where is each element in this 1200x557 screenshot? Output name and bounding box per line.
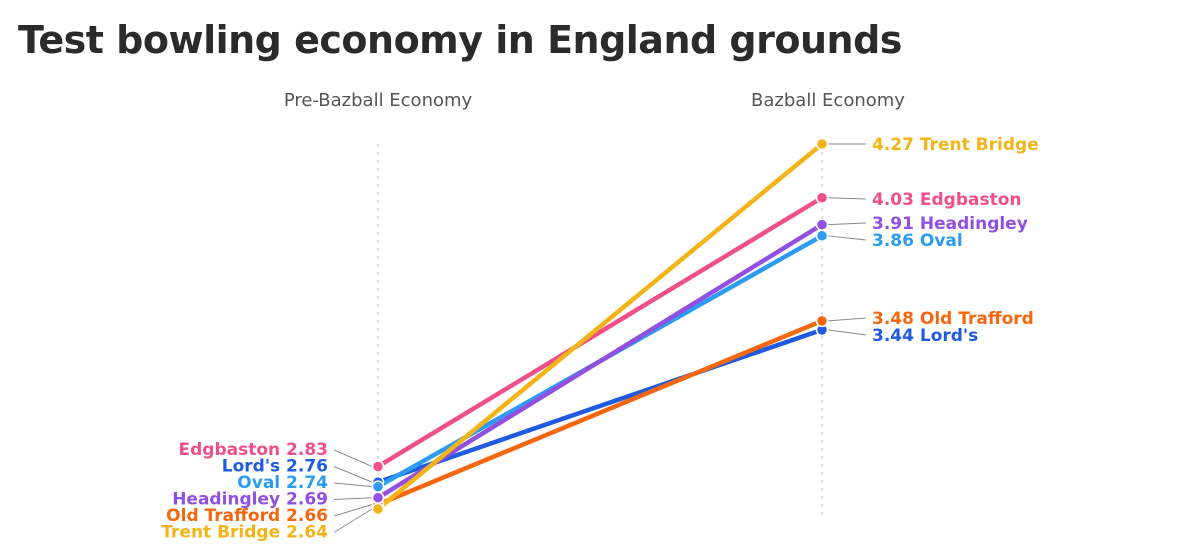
leader-line-right-edgbaston	[827, 197, 867, 200]
point-pre-edgbaston	[371, 460, 385, 473]
leader-line-right-old-trafford	[827, 317, 867, 322]
leader-line-right-lord-s	[827, 329, 867, 336]
label-left-old-trafford: Old Trafford 2.66	[166, 506, 328, 526]
series-line-headingley	[375, 222, 825, 501]
column-label-pre-bazball: Pre-Bazball Economy	[284, 90, 473, 111]
chart-title: Test bowling economy in England grounds	[18, 18, 902, 62]
label-left-headingley: Headingley 2.69	[172, 490, 328, 510]
point-bazball-oval	[815, 229, 829, 243]
leader-line-left-headingley	[333, 497, 373, 500]
label-left-edgbaston: Edgbaston 2.83	[179, 440, 328, 460]
label-right-lord-s: 3.44 Lord's	[872, 326, 978, 346]
series-line-trent-bridge	[375, 141, 825, 512]
point-pre-headingley	[371, 491, 385, 505]
series-line-old-trafford	[375, 318, 825, 507]
point-pre-oval	[371, 480, 385, 493]
label-right-oval: 3.86 Oval	[872, 231, 963, 251]
series-line-lord-s	[375, 327, 825, 485]
leader-line-left-old-trafford	[333, 504, 373, 517]
label-left-lord-s: Lord's 2.76	[222, 457, 328, 477]
series-line-edgbaston	[375, 195, 825, 469]
label-right-edgbaston: 4.03 Edgbaston	[872, 190, 1021, 210]
leader-line-left-lord-s	[333, 466, 373, 483]
point-bazball-trent-bridge	[815, 137, 829, 151]
point-bazball-headingley	[815, 218, 829, 231]
column-label-bazball: Bazball Economy	[751, 90, 905, 111]
point-pre-trent-bridge	[371, 502, 385, 516]
label-left-trent-bridge: Trent Bridge 2.64	[161, 523, 328, 543]
leader-line-left-trent-bridge	[333, 508, 373, 533]
point-bazball-old-trafford	[815, 314, 829, 328]
point-bazball-edgbaston	[815, 191, 829, 204]
leader-line-right-headingley	[827, 222, 867, 226]
label-right-headingley: 3.91 Headingley	[872, 214, 1028, 234]
leader-line-left-edgbaston	[333, 449, 373, 467]
label-left-oval: Oval 2.74	[237, 473, 328, 493]
leader-line-left-oval	[333, 482, 373, 488]
label-right-old-trafford: 3.48 Old Trafford	[872, 309, 1034, 329]
leader-line-right-oval	[827, 235, 867, 241]
label-right-trent-bridge: 4.27 Trent Bridge	[872, 135, 1039, 155]
